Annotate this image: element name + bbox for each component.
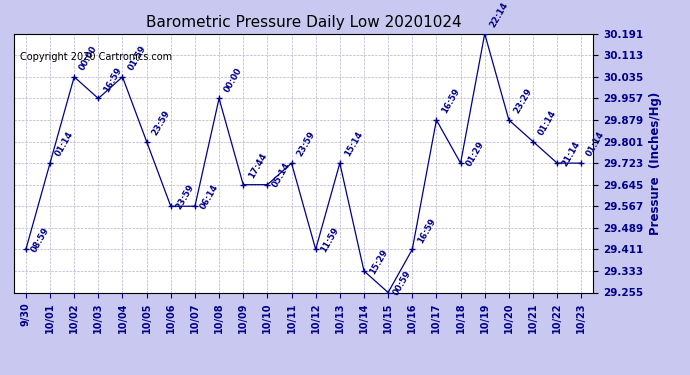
Text: 15:14: 15:14 xyxy=(344,130,365,159)
Text: 06:14: 06:14 xyxy=(199,183,220,211)
Text: 23:59: 23:59 xyxy=(175,183,196,211)
Text: 01:29: 01:29 xyxy=(464,140,486,168)
Text: 21:14: 21:14 xyxy=(561,140,582,168)
Text: 16:59: 16:59 xyxy=(102,66,124,94)
Text: 16:59: 16:59 xyxy=(416,216,437,245)
Text: 23:59: 23:59 xyxy=(150,109,172,137)
Text: 11:59: 11:59 xyxy=(319,226,341,254)
Text: 00:00: 00:00 xyxy=(223,66,244,94)
Text: 16:59: 16:59 xyxy=(440,87,462,116)
Text: 05:14: 05:14 xyxy=(271,161,293,189)
Text: Copyright 2020 Cartronics.com: Copyright 2020 Cartronics.com xyxy=(19,52,172,62)
Text: 08:59: 08:59 xyxy=(30,226,51,254)
Text: 15:29: 15:29 xyxy=(368,248,389,276)
Text: 01:59: 01:59 xyxy=(126,44,148,72)
Text: 22:14: 22:14 xyxy=(489,1,510,29)
Text: 01:14: 01:14 xyxy=(54,130,75,159)
Y-axis label: Pressure  (Inches/Hg): Pressure (Inches/Hg) xyxy=(649,92,662,235)
Text: 01:14: 01:14 xyxy=(585,130,607,159)
Text: 17:44: 17:44 xyxy=(247,152,268,180)
Title: Barometric Pressure Daily Low 20201024: Barometric Pressure Daily Low 20201024 xyxy=(146,15,462,30)
Text: 23:29: 23:29 xyxy=(513,87,534,116)
Text: 01:14: 01:14 xyxy=(537,109,558,137)
Text: 23:59: 23:59 xyxy=(295,130,317,159)
Text: 00:00: 00:00 xyxy=(78,44,99,72)
Text: 00:59: 00:59 xyxy=(392,269,413,297)
